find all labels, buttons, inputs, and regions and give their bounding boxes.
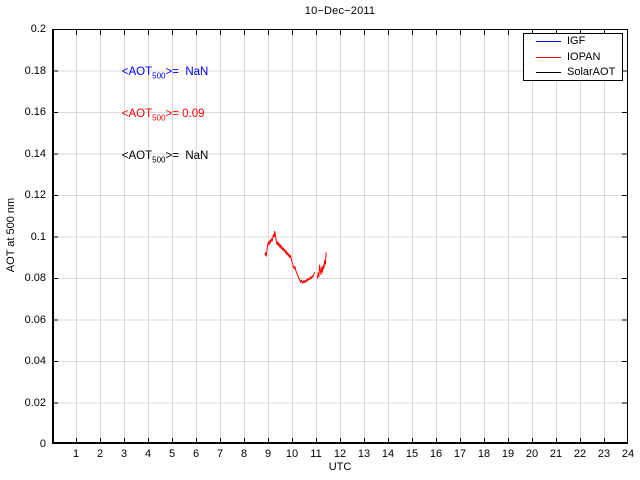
y-tick-label: 0.02 bbox=[24, 396, 46, 409]
x-tick-label: 4 bbox=[144, 448, 152, 460]
annotation-subscript: 500 bbox=[152, 113, 166, 123]
y-tick-label: 0.1 bbox=[30, 230, 46, 243]
annotation-prefix: <AOT bbox=[121, 150, 153, 162]
plot-canvas bbox=[52, 29, 628, 444]
x-tick-label: 2 bbox=[96, 448, 104, 460]
series-IOPAN bbox=[264, 230, 316, 284]
x-tick-label: 5 bbox=[168, 448, 176, 460]
x-tick-label: 3 bbox=[120, 448, 128, 460]
y-tick-label: 0.14 bbox=[24, 147, 46, 160]
y-tick-label: 0 bbox=[39, 438, 46, 450]
legend-label-igf: IGF bbox=[567, 35, 586, 48]
annotation-subscript: 500 bbox=[152, 155, 166, 165]
x-tick-label: 20 bbox=[525, 448, 539, 460]
plot-grid bbox=[53, 30, 627, 443]
legend-entry-iopan: IOPAN bbox=[524, 50, 622, 65]
annotation-mean-aot-iopan: <AOT500>= 0.09 bbox=[109, 96, 205, 134]
legend-line-swatch-solaraot bbox=[536, 71, 561, 73]
annotation-prefix: <AOT bbox=[121, 108, 153, 120]
x-tick-label: 15 bbox=[405, 448, 419, 460]
plot-area bbox=[52, 29, 628, 444]
x-tick-label: 21 bbox=[549, 448, 563, 460]
x-tick-label: 7 bbox=[216, 448, 224, 460]
legend-entry-igf: IGF bbox=[524, 34, 622, 49]
series-IOPAN bbox=[316, 252, 327, 279]
x-tick-label: 10 bbox=[285, 448, 299, 460]
annotation-mean-aot-igf: <AOT500>= NaN bbox=[109, 54, 209, 92]
x-tick-label: 8 bbox=[240, 448, 248, 460]
annotation-subscript: 500 bbox=[152, 71, 166, 81]
y-tick-label: 0.2 bbox=[30, 23, 46, 35]
annotation-value: >= 0.09 bbox=[165, 108, 205, 120]
x-tick-label: 1 bbox=[72, 448, 80, 460]
annotation-value: >= NaN bbox=[165, 66, 209, 78]
y-tick-label: 0.16 bbox=[24, 106, 46, 118]
legend-label-solaraot: SolarAOT bbox=[567, 65, 616, 78]
x-tick-label: 13 bbox=[357, 448, 371, 460]
y-tick-label: 0.12 bbox=[24, 189, 46, 201]
chart-title: 10−Dec−2011 bbox=[304, 5, 376, 17]
y-tick-label: 0.04 bbox=[24, 355, 46, 367]
legend-entry-solaraot: SolarAOT bbox=[524, 65, 622, 80]
y-tick-label: 0.08 bbox=[24, 272, 46, 284]
y-tick-label: 0.18 bbox=[24, 64, 46, 77]
legend-line-swatch-igf bbox=[536, 41, 561, 43]
x-tick-label: 22 bbox=[573, 448, 587, 460]
annotation-mean-aot-solaraot: <AOT500>= NaN bbox=[109, 138, 209, 176]
x-tick-label: 9 bbox=[264, 448, 272, 460]
x-tick-label: 12 bbox=[333, 448, 347, 460]
x-tick-label: 17 bbox=[453, 448, 467, 460]
x-tick-label: 14 bbox=[381, 448, 395, 460]
x-tick-label: 23 bbox=[597, 448, 611, 460]
legend-line-swatch-iopan bbox=[536, 56, 561, 58]
x-tick-label: 16 bbox=[429, 448, 443, 460]
x-tick-label: 24 bbox=[621, 448, 635, 460]
x-tick-label: 6 bbox=[192, 448, 200, 460]
x-tick-label: 18 bbox=[477, 448, 491, 460]
annotation-value: >= NaN bbox=[165, 150, 209, 162]
y-tick-label: 0.06 bbox=[24, 313, 46, 326]
legend: IGF IOPAN SolarAOT bbox=[523, 33, 623, 81]
x-axis-label: UTC bbox=[328, 461, 352, 473]
axes-box bbox=[52, 29, 628, 444]
x-tick-label: 19 bbox=[501, 448, 515, 460]
annotation-prefix: <AOT bbox=[121, 66, 153, 78]
x-tick-label: 11 bbox=[310, 448, 322, 460]
legend-label-iopan: IOPAN bbox=[567, 50, 601, 63]
